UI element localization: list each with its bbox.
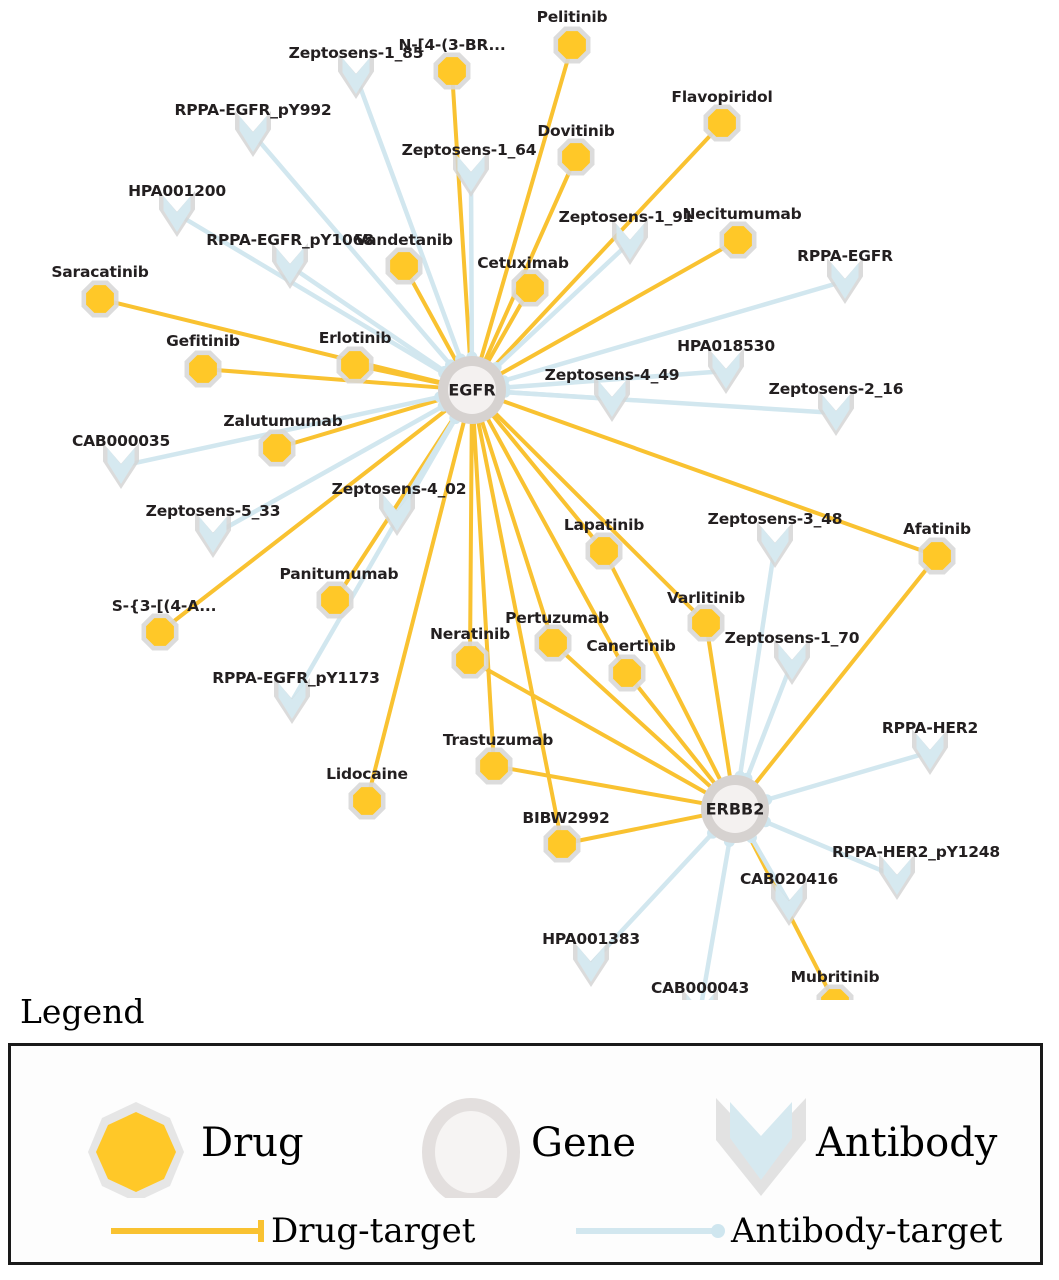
antibody-node[interactable] <box>708 348 744 394</box>
drug-node[interactable] <box>385 247 423 285</box>
drug-node[interactable] <box>534 624 572 662</box>
edge-drug-target <box>468 658 709 795</box>
edge-drug-target <box>98 297 442 385</box>
edge-drug-target <box>501 399 939 558</box>
edge-drug-target <box>476 420 564 846</box>
drug-node[interactable] <box>316 581 354 619</box>
edge-drug-target <box>365 419 466 803</box>
drug-octagon-icon <box>88 1102 184 1198</box>
antibody-node[interactable] <box>272 243 308 289</box>
edge-drug-target <box>560 813 705 846</box>
drug-node[interactable] <box>816 984 854 1001</box>
antibody-node[interactable] <box>612 219 648 265</box>
legend-label-gene: Gene <box>531 1120 637 1166</box>
legend-item-antibody: Antibody <box>706 1088 997 1198</box>
legend-label-drug-target: Drug-target <box>271 1211 476 1251</box>
edge-drug-target <box>275 397 443 450</box>
edge-drug-target <box>748 836 836 1000</box>
edge-drug-target <box>551 641 713 789</box>
edge-drug-target <box>490 413 606 553</box>
gene-node-erbb2[interactable] <box>701 775 769 843</box>
antibody-node[interactable] <box>379 490 415 536</box>
antibody-node[interactable] <box>159 191 195 237</box>
drug-node[interactable] <box>141 613 179 651</box>
antibody-node[interactable] <box>771 880 807 926</box>
antibody-node[interactable] <box>453 151 489 197</box>
antibody-node[interactable] <box>827 258 863 304</box>
antibody-node[interactable] <box>274 678 310 724</box>
edge-drug-target <box>471 420 496 768</box>
edge-drug-target <box>483 155 578 362</box>
drug-node[interactable] <box>557 138 595 176</box>
drug-node[interactable] <box>719 221 757 259</box>
legend-item-drug: Drug <box>71 1088 304 1198</box>
drug-node[interactable] <box>81 280 119 318</box>
drug-node[interactable] <box>543 825 581 863</box>
antibody-node[interactable] <box>103 443 139 489</box>
drug-node[interactable] <box>585 532 623 570</box>
antibody-node[interactable] <box>774 639 810 685</box>
antibody-target-line-icon <box>576 1224 725 1238</box>
legend-label-antibody-target: Antibody-target <box>731 1211 1003 1251</box>
edge-drug-target <box>201 367 442 390</box>
edge-drug-target <box>625 671 717 786</box>
edge-drug-target <box>492 121 724 368</box>
antibody-chevron-icon <box>716 1098 806 1196</box>
antibody-node[interactable] <box>818 390 854 436</box>
drug-node[interactable] <box>348 782 386 820</box>
edge-drug-target <box>158 408 448 634</box>
antibody-node[interactable] <box>573 941 609 987</box>
antibody-node[interactable] <box>338 53 374 99</box>
legend-item-drug-target-edge: Drug-target <box>106 1211 475 1251</box>
edge-drug-target <box>704 621 732 779</box>
drug-node[interactable] <box>475 747 513 785</box>
antibody-node[interactable] <box>682 989 718 1000</box>
drug-node[interactable] <box>553 26 591 64</box>
edge-drug-target <box>602 549 723 782</box>
antibody-node[interactable] <box>912 729 948 775</box>
edge-drug-target <box>753 554 939 786</box>
legend-label-antibody: Antibody <box>816 1120 998 1166</box>
drug-node[interactable] <box>336 346 374 384</box>
edge-drug-target <box>480 419 555 645</box>
legend-item-gene: Gene <box>411 1088 636 1198</box>
antibody-node[interactable] <box>195 512 231 558</box>
antibody-node[interactable] <box>235 111 271 157</box>
drug-node[interactable] <box>258 429 296 467</box>
gene-node-egfr[interactable] <box>438 356 506 424</box>
network-graph-canvas: Zeptosens-1_85 Zeptosens-1_64 RPPA-EGFR_pY… <box>51 8 1000 1001</box>
legend-title: Legend <box>20 992 145 1031</box>
gene-ring-icon <box>422 1098 520 1198</box>
legend-box: Drug Gene Antibody Drug-target Antibody-… <box>8 1043 1043 1265</box>
edge-drug-target <box>485 416 629 675</box>
antibody-node[interactable] <box>594 376 630 422</box>
edge-drug-target <box>498 238 740 376</box>
drug-node[interactable] <box>918 537 956 575</box>
antibody-node[interactable] <box>757 522 793 568</box>
drug-node[interactable] <box>511 269 549 307</box>
edge-drug-target <box>468 420 474 662</box>
drug-node[interactable] <box>608 654 646 692</box>
drug-node[interactable] <box>433 52 471 90</box>
edge-drug-target <box>493 411 708 625</box>
legend-item-antibody-target-edge: Antibody-target <box>571 1211 1002 1251</box>
nodes-layer <box>81 26 956 1001</box>
drug-target-line-icon <box>111 1220 264 1242</box>
drug-node[interactable] <box>451 641 489 679</box>
edge-drug-target <box>450 69 472 360</box>
drug-node[interactable] <box>687 604 725 642</box>
edge-drug-target <box>479 43 574 361</box>
legend-label-drug: Drug <box>201 1120 304 1166</box>
drug-node[interactable] <box>184 350 222 388</box>
edge-drug-target <box>492 764 705 806</box>
drug-node[interactable] <box>703 104 741 142</box>
antibody-node[interactable] <box>879 854 915 900</box>
